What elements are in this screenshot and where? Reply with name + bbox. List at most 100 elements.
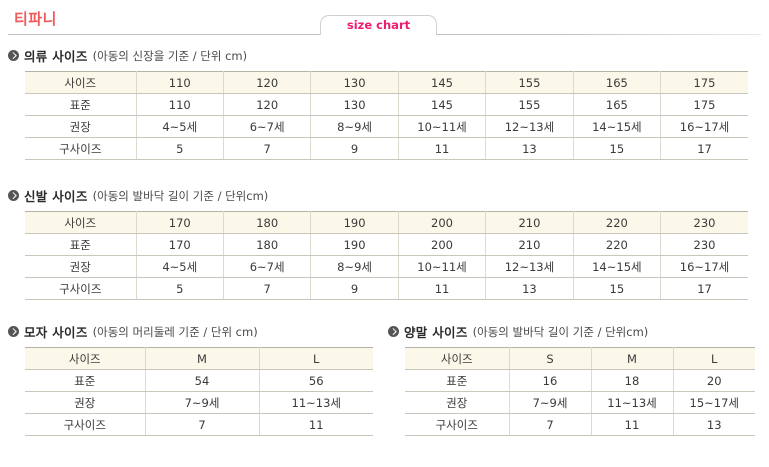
arrow-circle-icon	[8, 50, 19, 61]
section-heading: 신발 사이즈 (아동의 발바닥 길이 기준 / 단위cm)	[8, 186, 748, 205]
table-cell: 190	[310, 233, 399, 256]
table-cell: 16	[509, 369, 592, 392]
table-cell: 18	[591, 369, 674, 392]
table-cell: 180	[223, 233, 312, 256]
table-cell: 11~13세	[591, 391, 674, 414]
table-header-row: 사이즈 170 180 190 200 210 220 230	[25, 211, 748, 234]
clothing-size-table: 사이즈 110 120 130 145 155 165 175 표준 110 1…	[25, 71, 748, 160]
table-cell: 200	[398, 233, 487, 256]
table-row: 구사이즈 7 11 13	[405, 413, 755, 436]
column-header: 190	[310, 211, 399, 234]
table-cell: 6~7세	[223, 255, 312, 278]
table-cell: 9	[310, 137, 399, 160]
row-label: 표준	[405, 369, 510, 392]
table-cell: 170	[136, 233, 224, 256]
table-cell: 15	[573, 137, 662, 160]
table-row: 표준 54 56	[25, 369, 373, 392]
table-cell: 13	[485, 137, 574, 160]
table-cell: 14~15세	[573, 115, 662, 138]
column-header: 220	[573, 211, 662, 234]
section-heading: 의류 사이즈 (아동의 신장을 기준 / 단위 cm)	[8, 46, 748, 65]
tab-active-mask	[321, 33, 436, 36]
table-cell: 4~5세	[136, 115, 224, 138]
row-label: 권장	[25, 391, 146, 414]
table-cell: 7	[223, 277, 312, 300]
table-cell: 54	[145, 369, 260, 392]
table-cell: 56	[259, 369, 373, 392]
table-row: 구사이즈 7 11	[25, 413, 373, 436]
table-cell: 14~15세	[573, 255, 662, 278]
table-cell: 210	[485, 233, 574, 256]
table-cell: 12~13세	[485, 255, 574, 278]
table-cell: 11	[398, 137, 487, 160]
table-row: 표준 16 18 20	[405, 369, 755, 392]
arrow-circle-icon	[8, 326, 19, 337]
table-cell: 11	[259, 413, 373, 436]
column-header: 145	[398, 71, 487, 94]
sock-size-table: 사이즈 S M L 표준 16 18 20 권장 7~9세 11~13세 15~…	[405, 347, 755, 436]
section-clothing-size: 의류 사이즈 (아동의 신장을 기준 / 단위 cm) 사이즈 110 120 …	[0, 46, 748, 160]
table-cell: 17	[660, 137, 748, 160]
section-heading: 양말 사이즈 (아동의 발바닥 길이 기준 / 단위cm)	[388, 322, 755, 341]
table-row: 표준 110 120 130 145 155 165 175	[25, 93, 748, 116]
column-header: M	[145, 347, 260, 370]
section-heading: 모자 사이즈 (아동의 머리둘레 기준 / 단위 cm)	[8, 322, 373, 341]
section-note-text: (아동의 발바닥 길이 기준 / 단위cm)	[92, 188, 269, 203]
table-cell: 11~13세	[259, 391, 373, 414]
section-shoe-size: 신발 사이즈 (아동의 발바닥 길이 기준 / 단위cm) 사이즈 170 18…	[0, 186, 748, 300]
section-note-text: (아동의 머리둘레 기준 / 단위 cm)	[92, 324, 258, 339]
table-header-row: 사이즈 110 120 130 145 155 165 175	[25, 71, 748, 94]
row-label: 구사이즈	[405, 413, 510, 436]
row-label: 권장	[405, 391, 510, 414]
table-cell: 11	[591, 413, 674, 436]
table-cell: 6~7세	[223, 115, 312, 138]
row-label: 구사이즈	[25, 413, 146, 436]
table-cell: 7~9세	[145, 391, 260, 414]
table-cell: 10~11세	[398, 255, 487, 278]
row-label: 구사이즈	[25, 277, 137, 300]
brand-logo: 티파니	[14, 10, 57, 28]
table-row: 표준 170 180 190 200 210 220 230	[25, 233, 748, 256]
table-cell: 7	[509, 413, 592, 436]
table-cell: 4~5세	[136, 255, 224, 278]
row-label: 구사이즈	[25, 137, 137, 160]
table-cell: 13	[673, 413, 755, 436]
table-cell: 15	[573, 277, 662, 300]
section-hat-size: 모자 사이즈 (아동의 머리둘레 기준 / 단위 cm) 사이즈 M L 표준 …	[0, 322, 373, 436]
tab-size-chart[interactable]: size chart	[320, 15, 437, 35]
table-cell: 175	[660, 93, 748, 116]
column-header: 175	[660, 71, 748, 94]
table-row: 권장 7~9세 11~13세 15~17세	[405, 391, 755, 414]
section-title-text: 신발 사이즈	[24, 189, 88, 204]
column-header: 120	[223, 71, 312, 94]
table-cell: 5	[136, 277, 224, 300]
column-header: L	[673, 347, 755, 370]
table-cell: 12~13세	[485, 115, 574, 138]
column-header: 155	[485, 71, 574, 94]
table-cell: 120	[223, 93, 312, 116]
column-header: 110	[136, 71, 224, 94]
column-header: 사이즈	[25, 211, 137, 234]
table-cell: 5	[136, 137, 224, 160]
table-cell: 220	[573, 233, 662, 256]
section-note-text: (아동의 발바닥 길이 기준 / 단위cm)	[472, 324, 649, 339]
column-header: M	[591, 347, 674, 370]
table-row: 권장 7~9세 11~13세	[25, 391, 373, 414]
table-header-row: 사이즈 S M L	[405, 347, 755, 370]
row-label: 표준	[25, 369, 146, 392]
table-row: 권장 4~5세 6~7세 8~9세 10~11세 12~13세 14~15세 1…	[25, 115, 748, 138]
column-header: 사이즈	[25, 347, 146, 370]
section-title-text: 양말 사이즈	[404, 325, 468, 340]
table-cell: 13	[485, 277, 574, 300]
column-header: 210	[485, 211, 574, 234]
table-cell: 8~9세	[310, 255, 399, 278]
table-cell: 7	[223, 137, 312, 160]
table-cell: 15~17세	[673, 391, 755, 414]
table-cell: 145	[398, 93, 487, 116]
page-header: 티파니 size chart	[0, 0, 769, 36]
table-cell: 110	[136, 93, 224, 116]
column-header: 180	[223, 211, 312, 234]
section-sock-size: 양말 사이즈 (아동의 발바닥 길이 기준 / 단위cm) 사이즈 S M L …	[380, 322, 755, 436]
column-header: 170	[136, 211, 224, 234]
table-cell: 8~9세	[310, 115, 399, 138]
